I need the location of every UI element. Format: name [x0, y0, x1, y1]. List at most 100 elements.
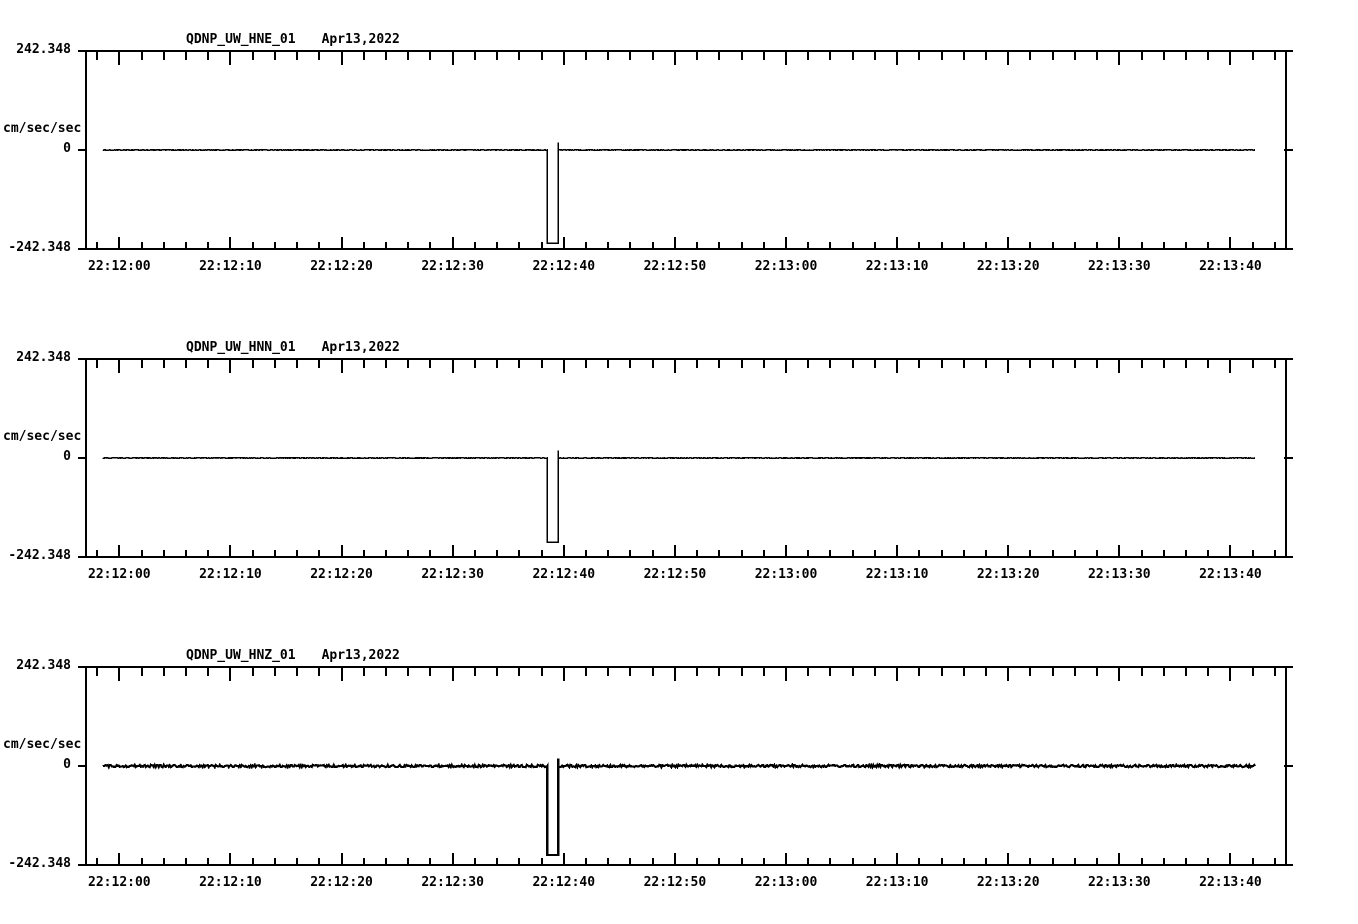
x-tick-minor: [518, 360, 521, 368]
x-tick-minor: [762, 242, 765, 250]
x-tick-major: [229, 237, 232, 250]
x-tick-major: [1118, 668, 1121, 681]
x-axis-tick-label: 22:12:50: [643, 259, 707, 274]
x-tick-minor: [740, 668, 743, 676]
x-axis-tick-label: 22:13:30: [1088, 875, 1151, 890]
x-tick-minor: [985, 550, 987, 558]
x-tick-minor: [1207, 360, 1210, 368]
x-tick-minor: [429, 360, 432, 368]
x-tick-minor: [1251, 550, 1254, 558]
panel-date: Apr13,2022: [321, 648, 400, 663]
panel-title: QDNP_UW_HNN_01 Apr13,2022: [186, 340, 400, 355]
x-tick-minor: [940, 550, 943, 558]
x-tick-minor: [962, 668, 965, 676]
x-axis-tick-label: 22:13:10: [865, 259, 929, 274]
x-tick-major: [451, 668, 454, 681]
x-tick-minor: [1207, 858, 1210, 866]
x-tick-minor: [273, 550, 276, 558]
x-tick-minor: [185, 550, 187, 558]
x-tick-minor: [762, 550, 765, 558]
x-tick-minor: [851, 858, 854, 866]
x-tick-major: [340, 237, 343, 250]
x-tick-minor: [940, 242, 943, 250]
x-tick-minor: [318, 668, 321, 676]
x-tick-minor: [496, 242, 499, 250]
x-tick-minor: [318, 858, 321, 866]
panel-channel-name: QDNP_UW_HNZ_01: [186, 648, 296, 663]
x-tick-minor: [651, 550, 654, 558]
panel-date: Apr13,2022: [321, 340, 400, 355]
x-tick-major: [896, 52, 899, 65]
y-tick-right: [1284, 864, 1293, 866]
x-tick-minor: [607, 52, 610, 60]
x-tick-minor: [607, 668, 610, 676]
x-tick-minor: [1273, 550, 1276, 558]
x-axis-tick-label: 22:12:30: [421, 875, 484, 890]
x-tick-minor: [407, 668, 410, 676]
x-tick-minor: [318, 550, 321, 558]
x-tick-minor: [1029, 242, 1032, 250]
x-tick-minor: [96, 858, 99, 866]
x-tick-minor: [1273, 668, 1276, 676]
x-tick-minor: [873, 242, 876, 250]
x-tick-minor: [740, 858, 743, 866]
x-tick-minor: [851, 242, 854, 250]
x-tick-minor: [651, 360, 654, 368]
x-tick-minor: [718, 858, 721, 866]
x-tick-minor: [140, 52, 143, 60]
x-tick-major: [785, 52, 787, 65]
x-tick-minor: [473, 52, 476, 60]
x-tick-minor: [651, 52, 654, 60]
x-tick-minor: [362, 858, 365, 866]
x-tick-major: [785, 237, 787, 250]
x-tick-minor: [496, 550, 499, 558]
x-tick-minor: [1051, 858, 1054, 866]
x-axis-tick-label: 22:12:40: [532, 875, 596, 890]
x-tick-minor: [1051, 550, 1054, 558]
x-tick-minor: [96, 550, 99, 558]
x-tick-minor: [962, 242, 965, 250]
x-tick-major: [1007, 853, 1010, 866]
x-tick-minor: [385, 360, 387, 368]
x-tick-minor: [162, 550, 165, 558]
x-tick-minor: [273, 668, 276, 676]
x-tick-minor: [740, 550, 743, 558]
x-tick-minor: [362, 668, 365, 676]
x-tick-major: [451, 853, 454, 866]
x-tick-minor: [962, 52, 965, 60]
x-tick-minor: [962, 858, 965, 866]
x-axis-tick-label: 22:13:40: [1199, 259, 1262, 274]
x-tick-minor: [762, 668, 765, 676]
x-tick-minor: [585, 360, 587, 368]
x-tick-minor: [540, 360, 543, 368]
x-tick-minor: [918, 242, 921, 250]
x-tick-minor: [407, 242, 410, 250]
x-tick-major: [673, 853, 676, 866]
x-tick-major: [562, 237, 565, 250]
x-tick-minor: [1073, 858, 1076, 866]
x-tick-minor: [718, 52, 721, 60]
x-tick-minor: [296, 858, 299, 866]
x-tick-major: [118, 668, 121, 681]
x-tick-minor: [585, 242, 587, 250]
x-tick-minor: [1251, 52, 1254, 60]
x-tick-minor: [585, 858, 587, 866]
x-tick-minor: [629, 360, 632, 368]
x-tick-minor: [251, 360, 254, 368]
x-tick-major: [1118, 237, 1121, 250]
x-tick-minor: [251, 858, 254, 866]
x-tick-minor: [1207, 550, 1210, 558]
x-tick-major: [673, 360, 676, 373]
x-tick-major: [673, 668, 676, 681]
x-tick-minor: [385, 858, 387, 866]
x-tick-minor: [1051, 242, 1054, 250]
x-tick-minor: [985, 668, 987, 676]
x-tick-minor: [718, 242, 721, 250]
x-tick-minor: [629, 242, 632, 250]
x-tick-minor: [473, 242, 476, 250]
x-tick-minor: [162, 52, 165, 60]
x-tick-minor: [407, 360, 410, 368]
x-tick-minor: [207, 242, 210, 250]
x-tick-minor: [407, 52, 410, 60]
